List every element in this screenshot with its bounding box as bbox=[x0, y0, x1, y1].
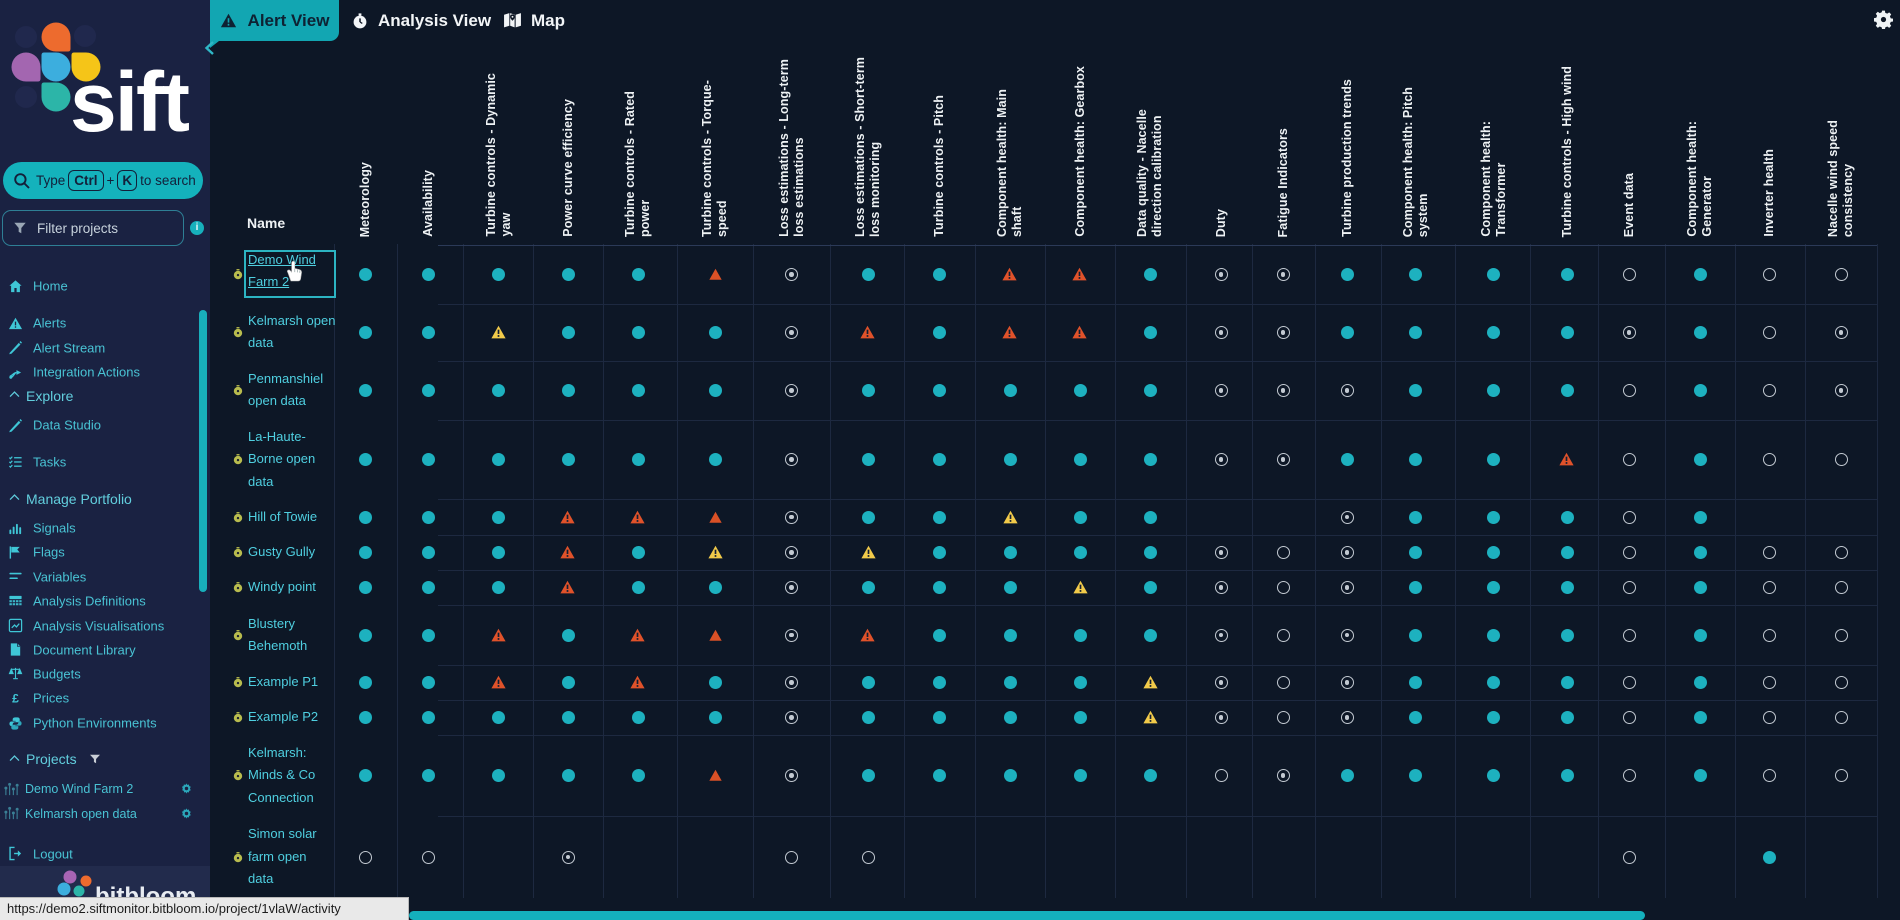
svg-text:£: £ bbox=[12, 691, 19, 705]
